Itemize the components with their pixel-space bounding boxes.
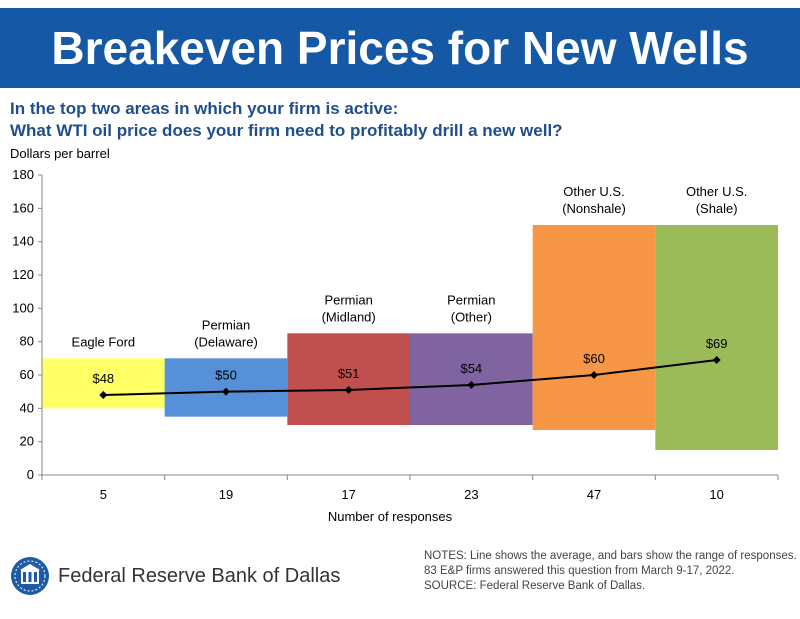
- dallas-fed-seal-icon: [11, 557, 49, 595]
- x-tick-label: 23: [464, 487, 478, 502]
- category-label: Permian: [202, 317, 250, 332]
- category-label: (Nonshale): [562, 201, 626, 216]
- average-label: $54: [460, 361, 482, 376]
- average-label: $51: [338, 366, 360, 381]
- category-label: Eagle Ford: [72, 334, 136, 349]
- y-tick-label: 180: [12, 167, 34, 182]
- range-bar: [42, 358, 165, 409]
- category-label: Permian: [447, 292, 495, 307]
- category-label: (Shale): [696, 201, 738, 216]
- x-tick-label: 5: [100, 487, 107, 502]
- chart-question: In the top two areas in which your firm …: [10, 98, 563, 142]
- range-bar: [164, 358, 288, 417]
- y-tick-label: 100: [12, 300, 34, 315]
- average-label: $60: [583, 351, 605, 366]
- average-point: [344, 386, 353, 394]
- category-label: (Other): [451, 309, 492, 324]
- x-tick-label: 19: [219, 487, 233, 502]
- average-point: [467, 381, 476, 389]
- range-bar: [532, 225, 656, 430]
- x-tick-label: 17: [341, 487, 355, 502]
- y-tick-label: 120: [12, 267, 34, 282]
- bank-name: Federal Reserve Bank of Dallas: [58, 565, 341, 587]
- category-label: Other U.S.: [686, 184, 747, 199]
- average-label: $48: [92, 371, 114, 386]
- range-bar: [655, 225, 778, 450]
- average-point: [590, 371, 598, 379]
- average-point: [99, 391, 108, 399]
- chart-notes: NOTES: Line shows the average, and bars …: [424, 549, 797, 594]
- page-title: Breakeven Prices for New Wells: [51, 22, 749, 74]
- average-label: $69: [706, 336, 728, 351]
- average-point: [222, 387, 230, 396]
- category-label: (Midland): [322, 309, 376, 324]
- notes-line-3: SOURCE: Federal Reserve Bank of Dallas.: [424, 580, 646, 592]
- question-line-2: What WTI oil price does your firm need t…: [10, 121, 563, 140]
- title-banner: Breakeven Prices for New Wells: [0, 8, 800, 88]
- y-tick-label: 40: [20, 400, 34, 415]
- notes-line-1: NOTES: Line shows the average, and bars …: [424, 550, 797, 562]
- notes-line-2: 83 E&P firms answered this question from…: [424, 565, 735, 577]
- y-tick-label: 60: [20, 367, 34, 382]
- y-tick-label: 0: [27, 467, 34, 482]
- category-label: Permian: [324, 292, 372, 307]
- average-line: [103, 359, 717, 396]
- y-tick-label: 160: [12, 200, 34, 215]
- y-tick-label: 80: [20, 334, 34, 349]
- range-bar: [410, 333, 533, 425]
- y-tick-label: 20: [20, 434, 34, 449]
- x-axis-label: Number of responses: [328, 509, 453, 524]
- range-bar: [287, 333, 410, 425]
- y-tick-label: 140: [12, 234, 34, 249]
- x-tick-label: 47: [587, 487, 601, 502]
- x-tick-label: 10: [709, 487, 723, 502]
- category-label: (Delaware): [194, 334, 258, 349]
- question-line-1: In the top two areas in which your firm …: [10, 99, 399, 118]
- breakeven-chart: 0 20 40 60 80 100 120 140 160 180 5 19 17 23 47 10 Numbe…: [12, 167, 779, 524]
- y-axis-label: Dollars per barrel: [10, 146, 110, 161]
- average-point: [712, 356, 721, 364]
- category-label: Other U.S.: [563, 184, 624, 199]
- average-label: $50: [215, 368, 237, 383]
